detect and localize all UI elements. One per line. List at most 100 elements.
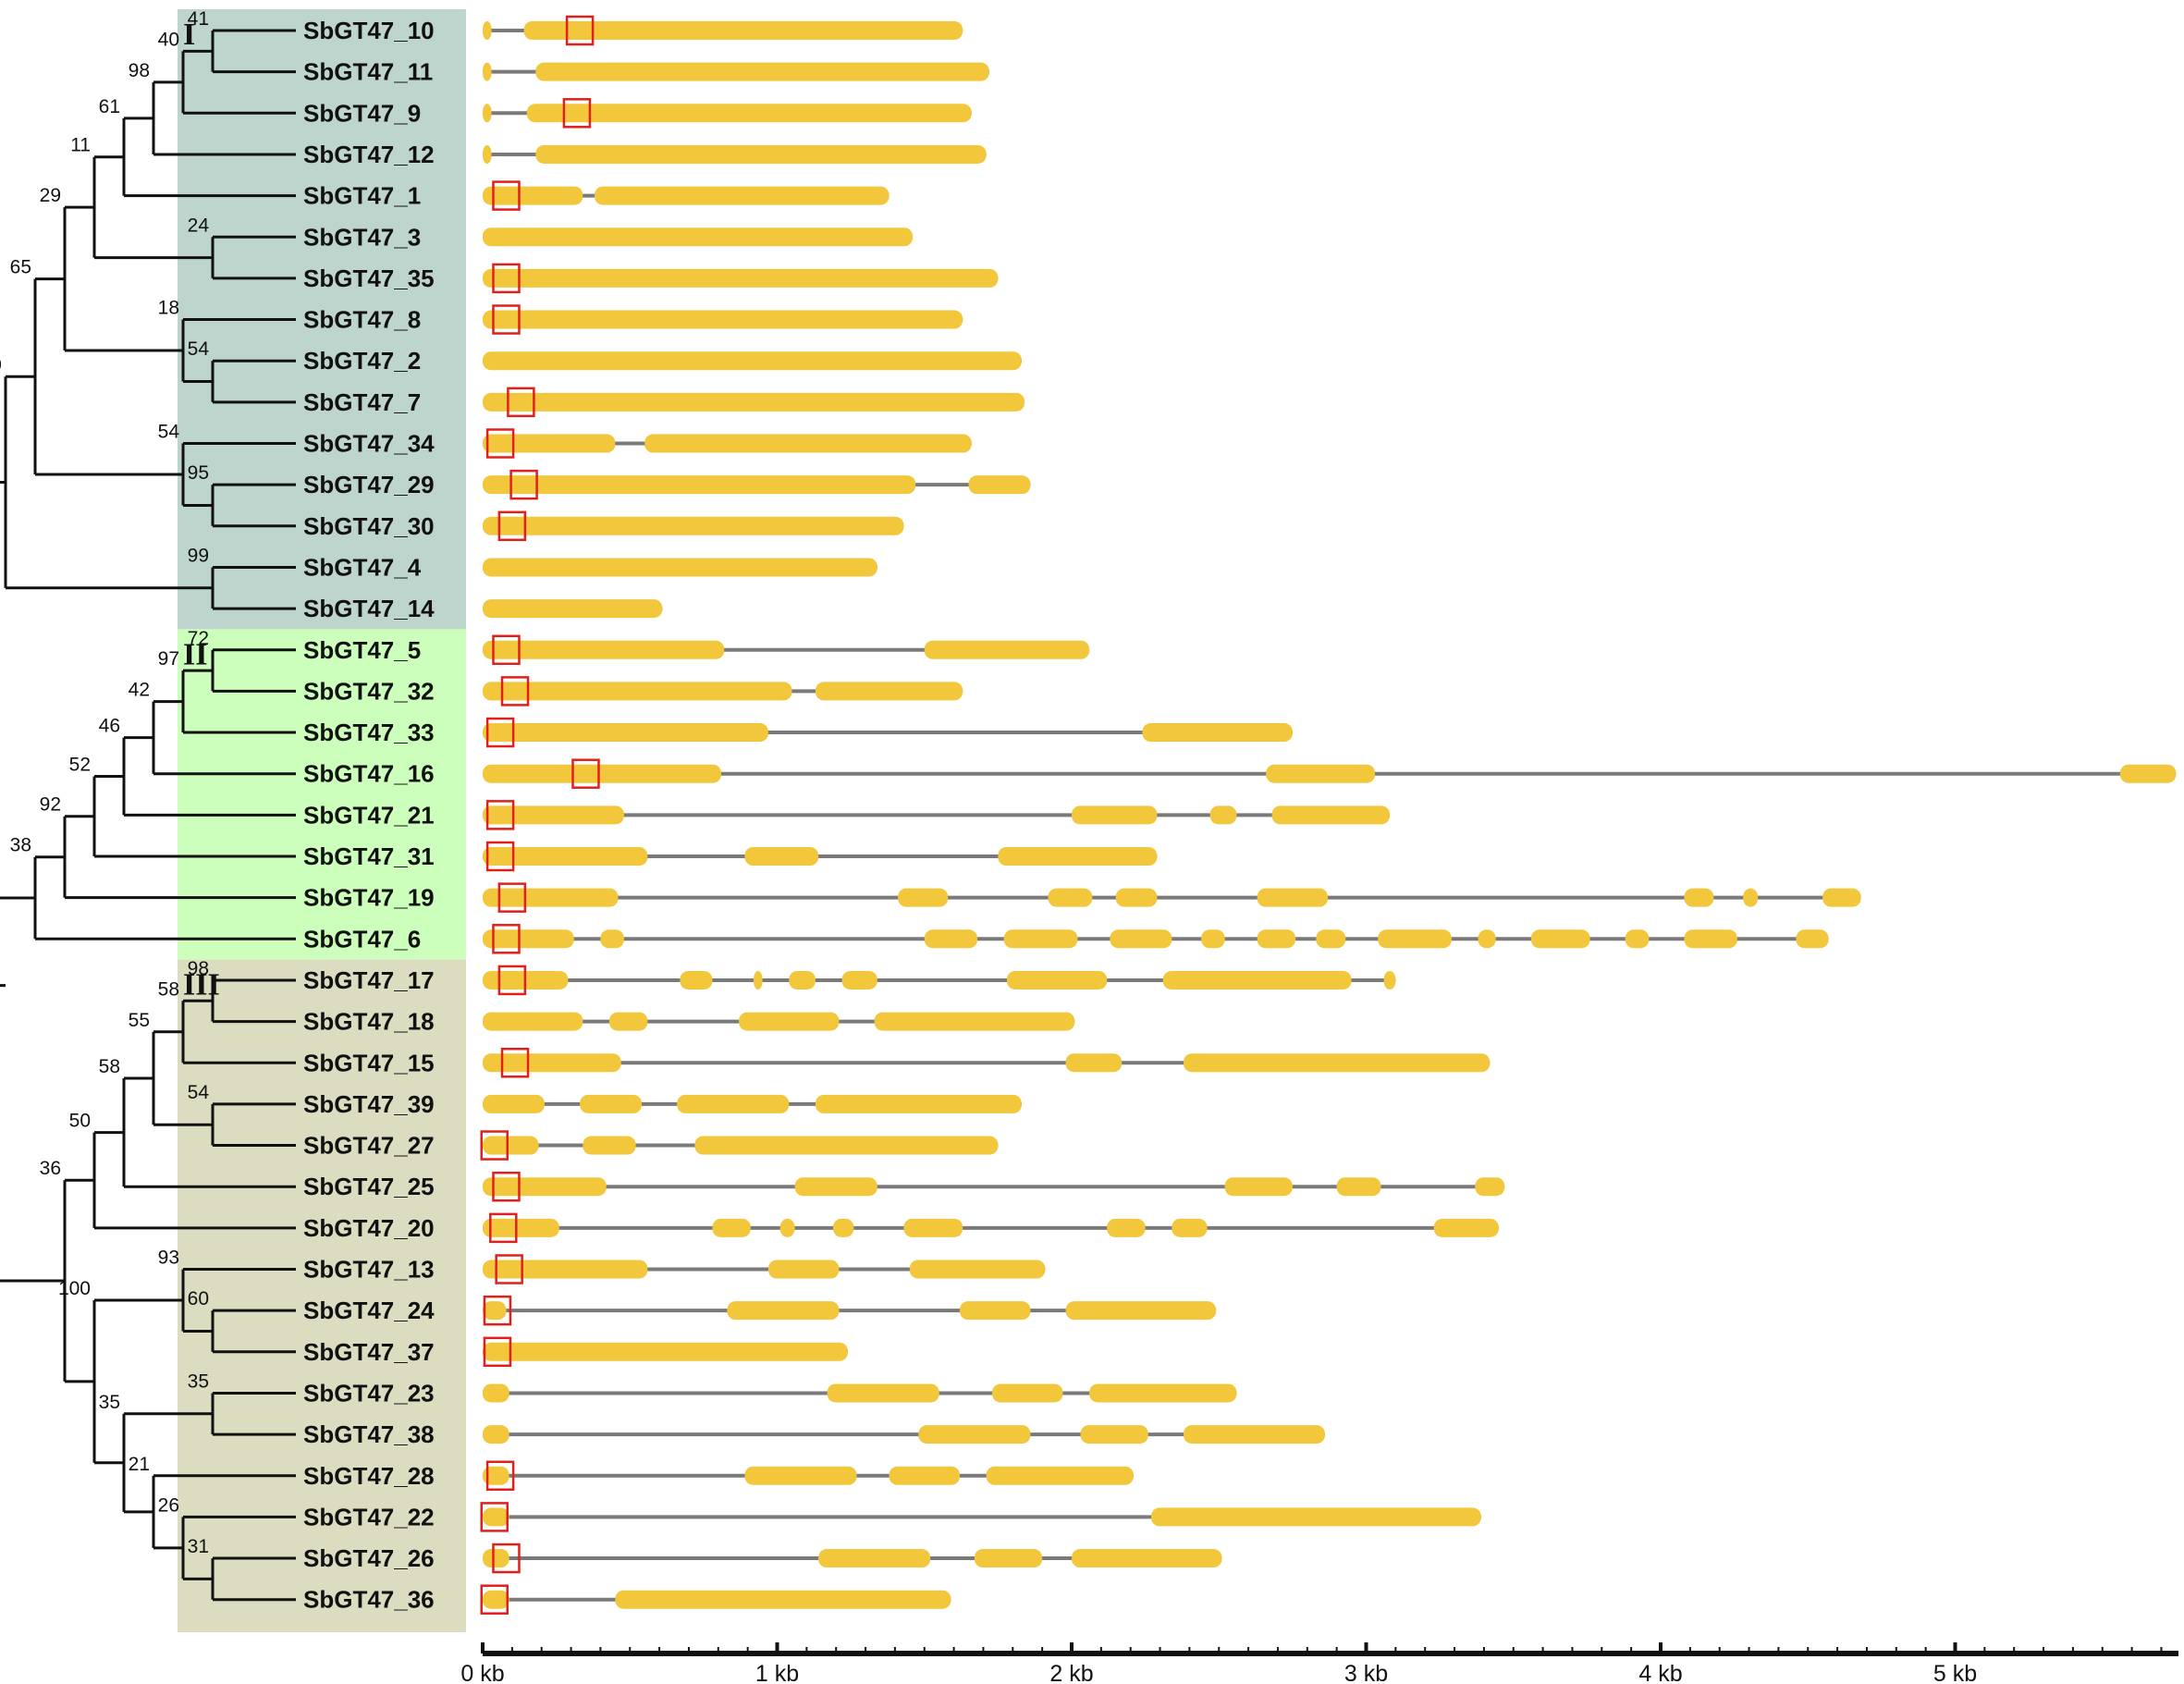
exon bbox=[483, 1342, 848, 1361]
exon bbox=[1530, 929, 1590, 949]
domain-box bbox=[562, 98, 592, 129]
exon bbox=[677, 1094, 790, 1113]
exon bbox=[608, 1012, 648, 1031]
exon bbox=[483, 1218, 559, 1237]
exon bbox=[754, 970, 763, 990]
axis-tick-label: 3 kb bbox=[1344, 1661, 1388, 1684]
exon bbox=[1336, 1177, 1381, 1197]
exon bbox=[1201, 929, 1225, 949]
exon bbox=[918, 1425, 1031, 1444]
domain-box bbox=[507, 387, 535, 418]
axis-tick-label: 2 kb bbox=[1049, 1661, 1093, 1684]
domain-box bbox=[571, 758, 600, 789]
exon bbox=[1378, 929, 1452, 949]
gene-structure-row bbox=[483, 1254, 1046, 1285]
gene-label: SbGT47_36 bbox=[303, 1586, 435, 1614]
domain-box bbox=[480, 1502, 509, 1532]
gene-label: SbGT47_33 bbox=[303, 719, 435, 746]
gene-structure-row bbox=[483, 263, 999, 294]
bootstrap-value: 99 bbox=[188, 545, 209, 566]
exon bbox=[874, 1012, 1075, 1031]
exon bbox=[483, 1425, 509, 1444]
gene-structure-row bbox=[483, 180, 890, 211]
gene-label: SbGT47_38 bbox=[303, 1420, 435, 1448]
gene-label: SbGT47_20 bbox=[303, 1214, 435, 1242]
exon bbox=[1184, 1053, 1491, 1073]
exon bbox=[595, 186, 890, 205]
exon bbox=[680, 970, 713, 990]
exon bbox=[959, 1301, 1031, 1321]
exon bbox=[483, 268, 999, 288]
bootstrap-value: 65 bbox=[10, 257, 31, 278]
gene-label: SbGT47_6 bbox=[303, 925, 421, 953]
gene-structure-row bbox=[483, 965, 1396, 996]
gene-label: SbGT47_37 bbox=[303, 1338, 435, 1366]
domain-box bbox=[480, 1584, 509, 1615]
exon bbox=[1150, 1507, 1481, 1527]
gene-structure-row bbox=[483, 1336, 848, 1368]
gene-label: SbGT47_4 bbox=[303, 553, 422, 581]
bootstrap-value: 18 bbox=[158, 298, 179, 319]
bootstrap-value: 61 bbox=[99, 96, 120, 117]
exon bbox=[483, 558, 877, 577]
exon bbox=[1065, 1053, 1123, 1073]
gene-label: SbGT47_24 bbox=[303, 1297, 435, 1324]
exon bbox=[1478, 929, 1496, 949]
exon bbox=[600, 929, 624, 949]
exon bbox=[483, 723, 768, 743]
exon bbox=[1684, 929, 1737, 949]
exon bbox=[1224, 1177, 1293, 1197]
exon bbox=[1110, 929, 1172, 949]
exon bbox=[1743, 888, 1759, 907]
exon bbox=[483, 1507, 509, 1527]
exon bbox=[818, 1549, 931, 1568]
exon bbox=[483, 599, 663, 619]
domain-box bbox=[492, 180, 521, 211]
domain-box bbox=[489, 1212, 518, 1244]
exon bbox=[483, 640, 725, 659]
exon bbox=[483, 62, 492, 81]
gene-label: SbGT47_9 bbox=[303, 99, 421, 127]
exon bbox=[1162, 970, 1352, 990]
axis-tick-label: 0 kb bbox=[460, 1661, 504, 1684]
exon bbox=[1107, 1218, 1146, 1237]
bootstrap-value: 38 bbox=[10, 835, 31, 856]
domain-box bbox=[492, 634, 521, 665]
gene-structure-row bbox=[483, 841, 1158, 872]
bootstrap-value: 29 bbox=[40, 185, 61, 206]
exon bbox=[483, 1260, 648, 1279]
gene-label: SbGT47_39 bbox=[303, 1090, 435, 1118]
bootstrap-value: 40 bbox=[158, 29, 179, 50]
gene-label: SbGT47_18 bbox=[303, 1008, 435, 1036]
gene-label: SbGT47_15 bbox=[303, 1049, 435, 1076]
domain-box bbox=[485, 428, 515, 459]
gene-structure-row bbox=[483, 1094, 1022, 1113]
exon bbox=[483, 1053, 621, 1073]
exon bbox=[968, 475, 1031, 495]
exon bbox=[1080, 1425, 1148, 1444]
exon bbox=[739, 1012, 840, 1031]
axis-tick-label: 1 kb bbox=[755, 1661, 799, 1684]
gene-label: SbGT47_8 bbox=[303, 306, 421, 334]
gene-label: SbGT47_27 bbox=[303, 1132, 435, 1160]
gene-structure-row bbox=[483, 800, 1390, 830]
domain-box bbox=[500, 676, 530, 707]
gene-structure-row bbox=[483, 469, 1031, 500]
gene-label: SbGT47_19 bbox=[303, 884, 435, 912]
group-III-band bbox=[178, 959, 466, 1632]
gene-label: SbGT47_11 bbox=[303, 58, 433, 86]
exon bbox=[1089, 1383, 1237, 1403]
exon bbox=[827, 1383, 939, 1403]
exon bbox=[483, 227, 914, 247]
gene-structure-row bbox=[483, 717, 1293, 748]
domain-box bbox=[483, 1295, 512, 1326]
exon bbox=[779, 1218, 795, 1237]
exon bbox=[815, 1094, 1022, 1113]
bootstrap-value: 35 bbox=[188, 1371, 209, 1392]
exon bbox=[841, 970, 877, 990]
gene-label: SbGT47_26 bbox=[303, 1544, 435, 1572]
bootstrap-value: 26 bbox=[158, 1494, 179, 1516]
gene-structure-row bbox=[483, 510, 904, 542]
axis-tick-label: 4 kb bbox=[1638, 1661, 1682, 1684]
